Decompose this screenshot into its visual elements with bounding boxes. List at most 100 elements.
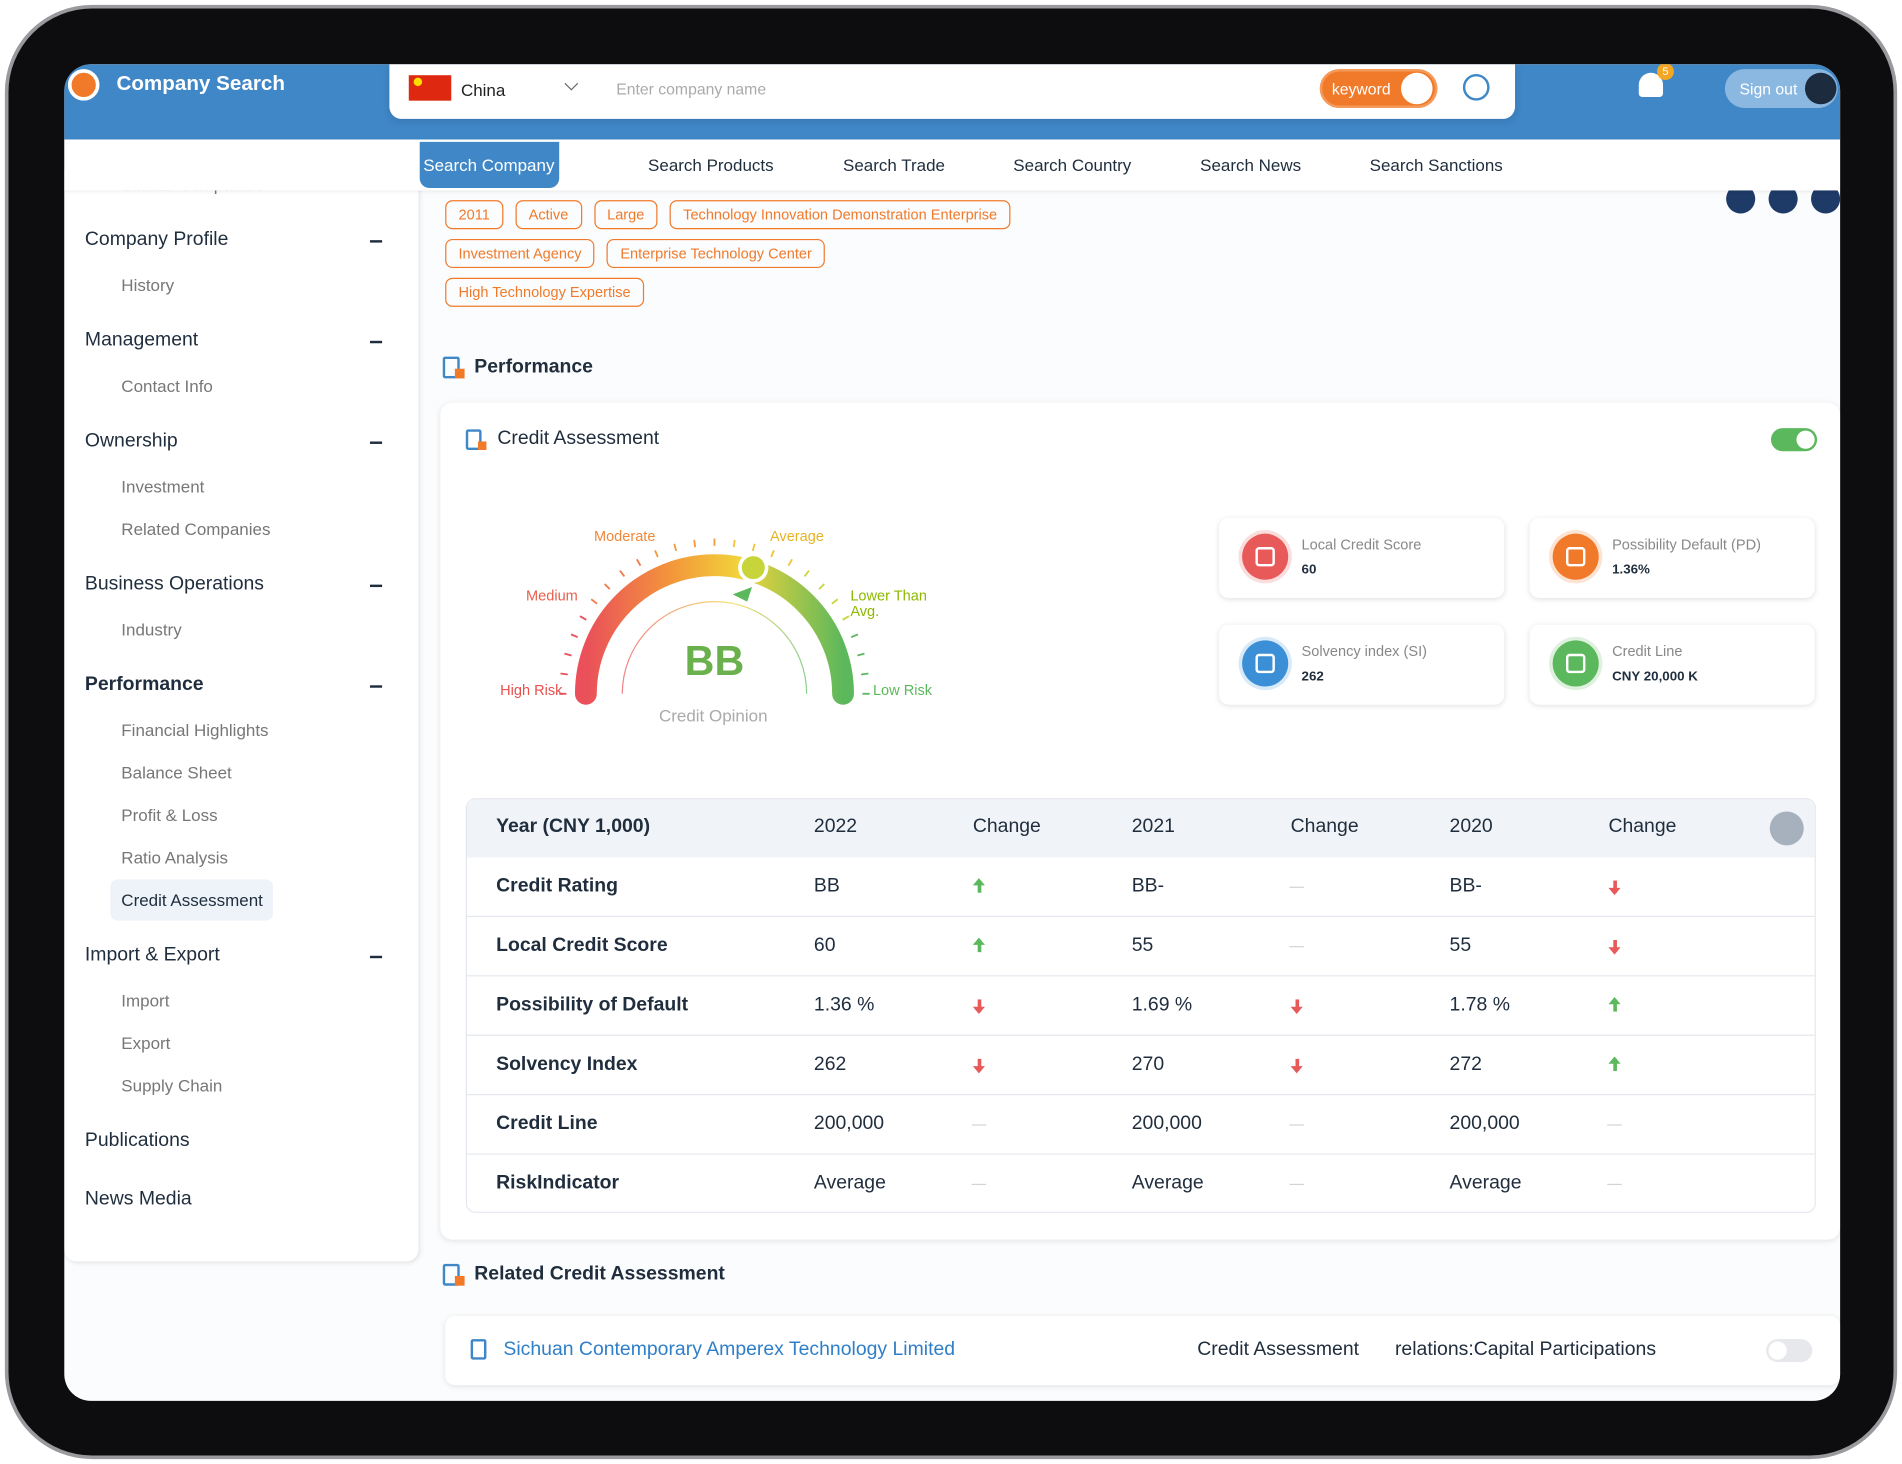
sidebar-item[interactable]: Financial Highlights xyxy=(121,720,269,740)
gauge-label: Average xyxy=(769,527,824,545)
gauge-tick xyxy=(857,652,865,657)
collapse-icon[interactable] xyxy=(369,685,383,688)
row-divider xyxy=(467,1153,1815,1155)
sidebar-item[interactable]: Ratio Analysis xyxy=(121,847,228,868)
table-header-cell: 2021 xyxy=(1131,816,1175,837)
tag: Investment Agency xyxy=(445,238,595,269)
table-cell: 55 xyxy=(1131,935,1154,956)
table-cell: Average xyxy=(1131,1172,1204,1194)
gauge-arc xyxy=(574,554,854,705)
trend-flat xyxy=(1289,946,1304,948)
search-input[interactable]: Enter company name xyxy=(616,80,767,99)
table-cell: 200,000 xyxy=(813,1113,885,1135)
table-cell: BB xyxy=(813,875,840,897)
gauge-tick xyxy=(654,550,659,558)
table-cell: 55 xyxy=(1449,935,1472,956)
company-link[interactable]: Sichuan Contemporary Amperex Technology … xyxy=(503,1339,956,1360)
table-cell: 200,000 xyxy=(1449,1113,1520,1135)
section-icon-accent xyxy=(454,368,465,379)
metric-value: 60 xyxy=(1301,562,1317,578)
trend-down-shaft xyxy=(1294,1058,1299,1072)
section-icon xyxy=(442,356,460,379)
sidebar-item[interactable]: Industry xyxy=(121,619,182,640)
table-cell: BB- xyxy=(1449,875,1482,897)
row-divider xyxy=(467,975,1815,977)
sidebar-item[interactable]: Balance Sheet xyxy=(121,762,232,783)
sidebar-item[interactable]: Supply Chain xyxy=(121,1075,223,1096)
nav-tab[interactable]: Search News xyxy=(1200,155,1302,175)
trend-down-shaft xyxy=(1612,880,1617,893)
row-label: Credit Rating xyxy=(496,875,618,897)
sidebar-section[interactable]: News Media xyxy=(84,1188,192,1210)
sidebar-section[interactable]: Company Profile xyxy=(84,229,229,250)
table-cell: 270 xyxy=(1131,1054,1165,1075)
collapse-icon[interactable] xyxy=(369,584,383,588)
gauge-tick xyxy=(590,598,598,605)
gauge-tick xyxy=(619,570,626,577)
trend-down-head xyxy=(1608,887,1621,896)
gauge-pointer xyxy=(732,587,753,602)
collapse-icon[interactable] xyxy=(369,441,383,444)
table-header-cell: Change xyxy=(1608,816,1677,837)
trend-up-head xyxy=(972,937,985,945)
nav-tab[interactable]: Search Country xyxy=(1013,155,1132,175)
card-icon-accent xyxy=(477,441,487,450)
collapse-icon[interactable] xyxy=(369,955,383,959)
sign-out-label: Sign out xyxy=(1739,80,1798,99)
sidebar-section[interactable]: Import & Export xyxy=(84,944,220,966)
gauge-tick xyxy=(842,615,850,621)
related-relation: relations:Capital Participations xyxy=(1394,1339,1657,1360)
search-button[interactable] xyxy=(1462,73,1490,101)
nav-tab[interactable]: Search Sanctions xyxy=(1369,155,1503,175)
tag: Large xyxy=(593,200,658,230)
sidebar-item[interactable]: Credit Assessment xyxy=(121,890,263,910)
metric-icon xyxy=(1552,533,1599,580)
table-header-cell: Year (CNY 1,000) xyxy=(496,816,651,837)
notification-badge: 5 xyxy=(1656,64,1674,81)
gauge-label: Moderate xyxy=(593,527,656,545)
sidebar-item[interactable]: Investment xyxy=(121,476,205,497)
nav-tab[interactable]: Search Company xyxy=(423,155,555,175)
sidebar-item[interactable]: Contact Info xyxy=(121,376,213,396)
sidebar-section[interactable]: Publications xyxy=(84,1130,190,1152)
row-label: Possibility of Default xyxy=(496,994,689,1016)
sidebar-item[interactable]: Import xyxy=(121,990,170,1011)
gauge-label: High Risk xyxy=(500,681,563,699)
gauge-tick xyxy=(564,652,572,657)
metric-icon xyxy=(1552,640,1599,687)
sidebar-section[interactable]: Management xyxy=(84,329,199,351)
metric-label: Solvency index (SI) xyxy=(1301,642,1427,660)
sign-out-icon xyxy=(1804,72,1837,105)
brand[interactable]: Company Search xyxy=(116,71,285,95)
calendar-button[interactable] xyxy=(1769,811,1804,846)
sidebar-item[interactable]: Related Companies xyxy=(121,519,271,539)
gauge-caption: Credit Opinion xyxy=(658,705,768,726)
nav-tab[interactable]: Search Trade xyxy=(843,155,945,175)
nav-tab[interactable]: Search Products xyxy=(648,155,774,175)
collapse-icon[interactable] xyxy=(369,240,383,243)
sidebar-item[interactable]: History xyxy=(121,275,175,295)
section-title: Performance xyxy=(474,356,593,378)
table-header-cell: Change xyxy=(972,816,1041,837)
sidebar-section[interactable]: Business Operations xyxy=(84,573,265,595)
collapse-icon[interactable] xyxy=(369,340,383,344)
tag: High Technology Expertise xyxy=(445,277,644,307)
table-header-cell: Change xyxy=(1290,816,1359,837)
card-title: Credit Assessment xyxy=(497,428,660,449)
sidebar-item[interactable]: Profit & Loss xyxy=(121,805,218,825)
sidebar-item[interactable]: Export xyxy=(121,1033,171,1053)
row-label: Credit Line xyxy=(496,1113,598,1135)
related-title: Related Credit Assessment xyxy=(474,1263,725,1285)
logo[interactable] xyxy=(67,69,100,101)
country-select[interactable]: China xyxy=(460,80,506,100)
sidebar-section[interactable]: Performance xyxy=(84,674,204,696)
row-label: Solvency Index xyxy=(496,1054,638,1075)
related-icon-accent xyxy=(454,1275,465,1286)
sidebar-section[interactable]: Ownership xyxy=(84,430,178,452)
table-header-cell: 2022 xyxy=(813,816,858,837)
flag-star xyxy=(413,77,423,87)
metric-value: 1.36% xyxy=(1612,562,1650,578)
trend-down-shaft xyxy=(977,999,981,1012)
toggle-knob xyxy=(1401,72,1433,105)
